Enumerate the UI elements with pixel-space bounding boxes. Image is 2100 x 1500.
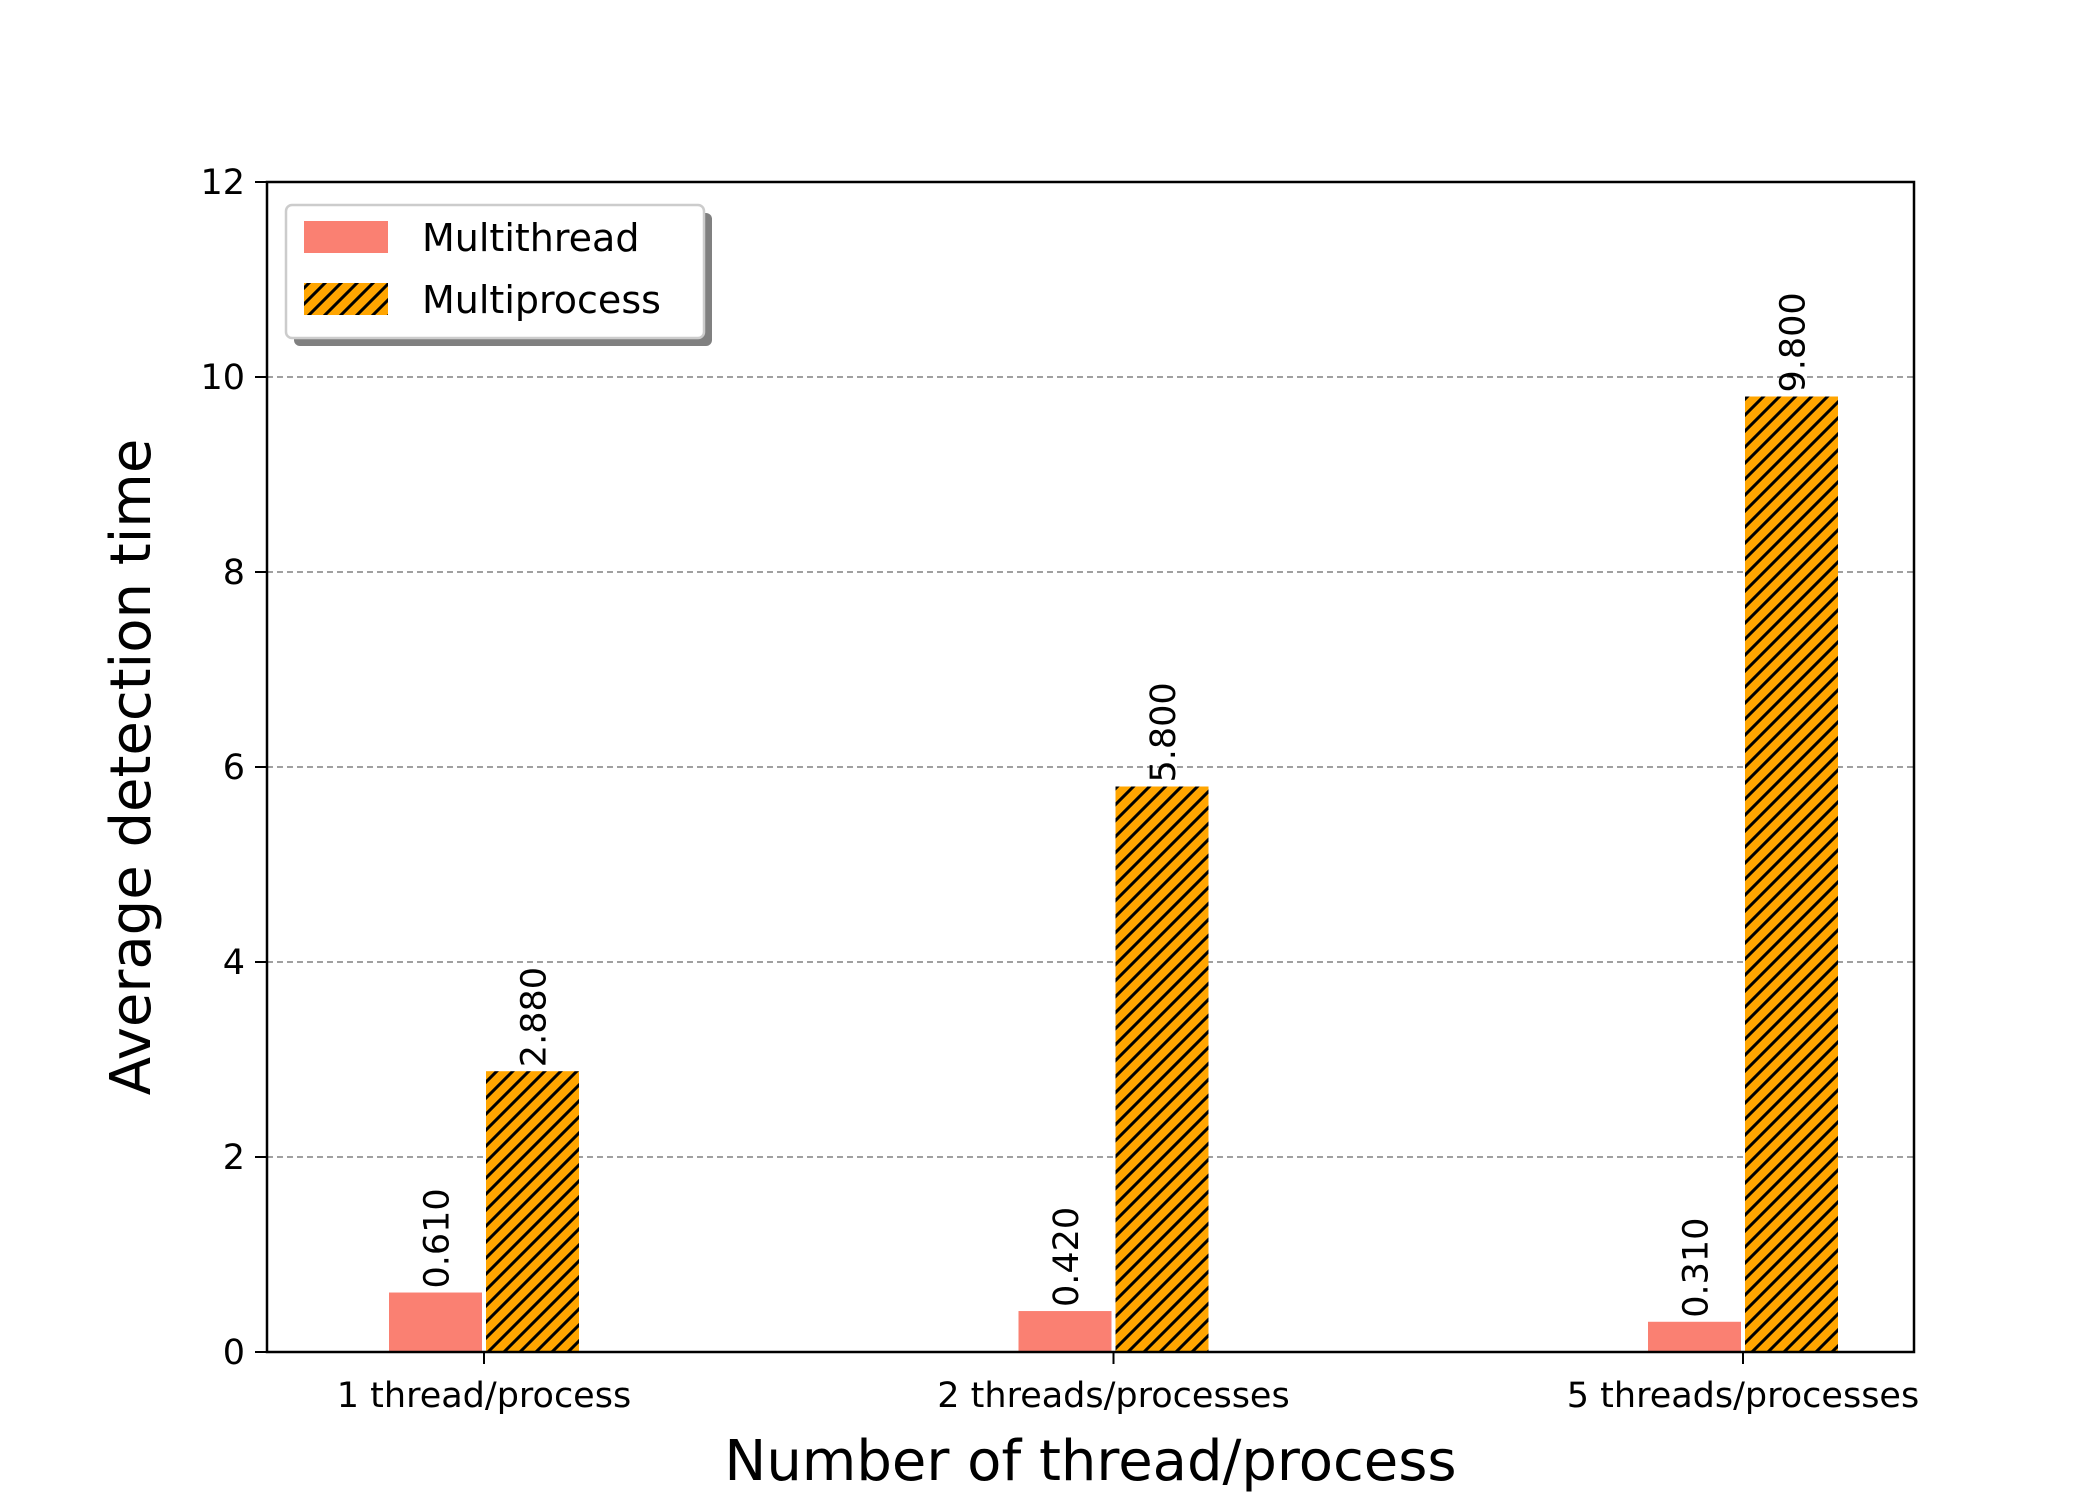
data-label-multiprocess-1: 2.880	[515, 967, 555, 1067]
legend-label-multithread: Multithread	[422, 216, 639, 260]
data-label-multithread-3: 0.310	[1677, 1218, 1717, 1318]
y-tick-label: 12	[200, 163, 245, 203]
y-axis-title: Average detection time	[99, 439, 164, 1096]
bar-multiprocess-3	[1745, 396, 1838, 1352]
bars	[389, 396, 1838, 1352]
y-tick-label: 8	[223, 553, 245, 593]
grid-lines	[267, 376, 1914, 1158]
y-tick-label: 2	[223, 1138, 245, 1178]
y-axis-ticks: 0 2 4 6 8 10 12	[200, 163, 267, 1373]
bar-multithread-1	[389, 1292, 482, 1352]
y-tick-label: 4	[223, 943, 245, 983]
x-tick-label: 5 threads/processes	[1567, 1376, 1919, 1416]
legend-box	[284, 203, 706, 340]
legend: Multithread Multiprocess	[284, 203, 712, 346]
x-axis-title: Number of thread/process	[724, 1429, 1456, 1494]
data-label-multithread-1: 0.610	[418, 1188, 458, 1288]
x-axis-ticks: 1 thread/process 2 threads/processes 5 thr…	[337, 1352, 1919, 1416]
data-label-multiprocess-2: 5.800	[1144, 682, 1184, 782]
legend-swatch-multithread	[304, 221, 388, 253]
x-tick-label: 2 threads/processes	[937, 1376, 1289, 1416]
data-labels: 0.610 0.420 0.310 2.880 5.800 9.800	[418, 292, 1814, 1317]
legend-swatch-multiprocess	[304, 283, 388, 315]
y-tick-label: 10	[200, 358, 245, 398]
bar-multiprocess-2	[1115, 786, 1209, 1352]
data-label-multithread-2: 0.420	[1047, 1207, 1087, 1307]
legend-label-multiprocess: Multiprocess	[422, 278, 661, 322]
bar-multiprocess-1	[486, 1071, 579, 1352]
y-tick-label: 0	[223, 1333, 245, 1373]
y-tick-label: 6	[223, 748, 245, 788]
bar-multithread-3	[1648, 1321, 1741, 1352]
x-tick-label: 1 thread/process	[337, 1376, 631, 1416]
data-label-multiprocess-3: 9.800	[1774, 292, 1814, 392]
bar-multithread-2	[1018, 1311, 1112, 1352]
